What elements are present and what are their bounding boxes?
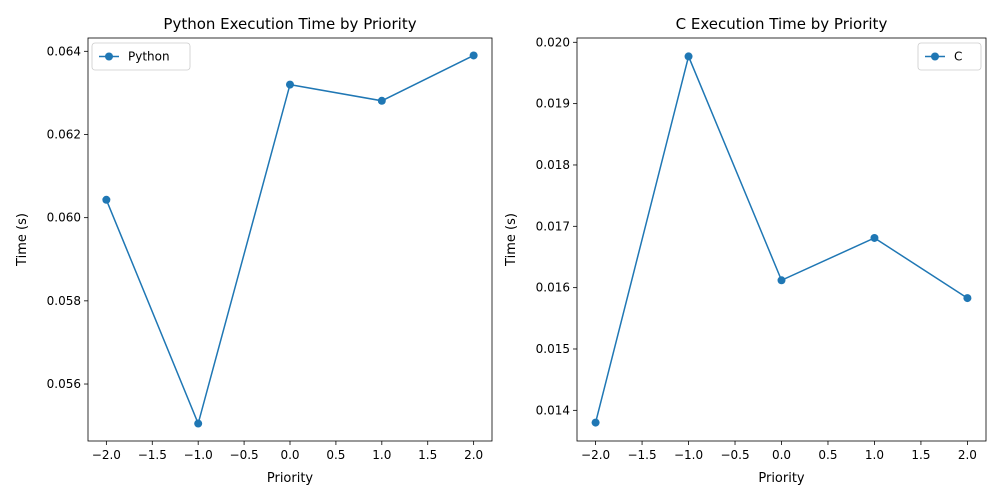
data-point: [469, 51, 478, 60]
x-tick-label: 2.0: [464, 448, 483, 462]
x-axis-label: Priority: [267, 471, 314, 486]
legend: C: [917, 42, 982, 71]
y-tick-label: 0.018: [536, 158, 570, 172]
x-tick-label: −1.0: [674, 448, 703, 462]
y-tick-label: 0.064: [47, 44, 81, 58]
subplot-2: C Execution Time by Priority −2.0 −1.5 −1.0…: [504, 15, 987, 486]
x-tick-label: 1.5: [418, 448, 437, 462]
x-tick-label: 0.0: [280, 448, 299, 462]
legend-label: Python: [128, 50, 170, 64]
y-tick-label: 0.056: [47, 377, 81, 391]
data-point: [591, 418, 600, 427]
y-tick-label: 0.019: [536, 97, 570, 111]
x-tick-label: 1.5: [911, 448, 930, 462]
y-tick-label: 0.060: [47, 211, 81, 225]
y-tick-label: 0.062: [47, 127, 81, 141]
x-tick-label: 1.0: [372, 448, 391, 462]
y-tick-label: 0.017: [536, 219, 570, 233]
x-tick-label: 0.5: [326, 448, 345, 462]
x-tick-label: 0.0: [772, 448, 791, 462]
y-axis-label: Time (s): [504, 213, 519, 267]
x-tick-label: −0.5: [720, 448, 749, 462]
subplot-1: Python Execution Time by Priority −2.0 −1.…: [15, 15, 493, 486]
y-tick-label: 0.058: [47, 294, 81, 308]
legend-marker: [931, 52, 939, 61]
x-tick-label: −1.5: [138, 448, 167, 462]
chart-title: C Execution Time by Priority: [676, 15, 888, 33]
x-tick-label: −2.0: [581, 448, 610, 462]
x-axis-label: Priority: [758, 471, 805, 486]
data-point: [963, 294, 972, 303]
data-point: [102, 195, 111, 204]
legend: Python: [91, 42, 191, 71]
data-point: [377, 96, 386, 105]
y-axis-label: Time (s): [15, 213, 30, 267]
x-tick-label: −0.5: [230, 448, 259, 462]
legend-box: [917, 42, 982, 71]
data-point: [777, 276, 786, 285]
y-tick-label: 0.016: [536, 281, 570, 295]
y-tick-label: 0.014: [536, 403, 570, 417]
x-tick-label: −1.5: [627, 448, 656, 462]
x-tick-label: 0.5: [818, 448, 837, 462]
y-tick-label: 0.020: [536, 35, 570, 49]
chart-title: Python Execution Time by Priority: [163, 15, 416, 33]
legend-box: [91, 42, 191, 71]
legend-marker: [105, 52, 113, 61]
x-tick-label: 2.0: [958, 448, 977, 462]
x-tick-label: −1.0: [184, 448, 213, 462]
data-point: [194, 419, 203, 428]
data-point: [684, 52, 693, 61]
data-point: [870, 233, 879, 242]
y-tick-label: 0.015: [536, 342, 570, 356]
legend-label: C: [954, 50, 962, 64]
data-point: [286, 80, 294, 89]
x-tick-label: −2.0: [92, 448, 121, 462]
x-tick-label: 1.0: [865, 448, 884, 462]
